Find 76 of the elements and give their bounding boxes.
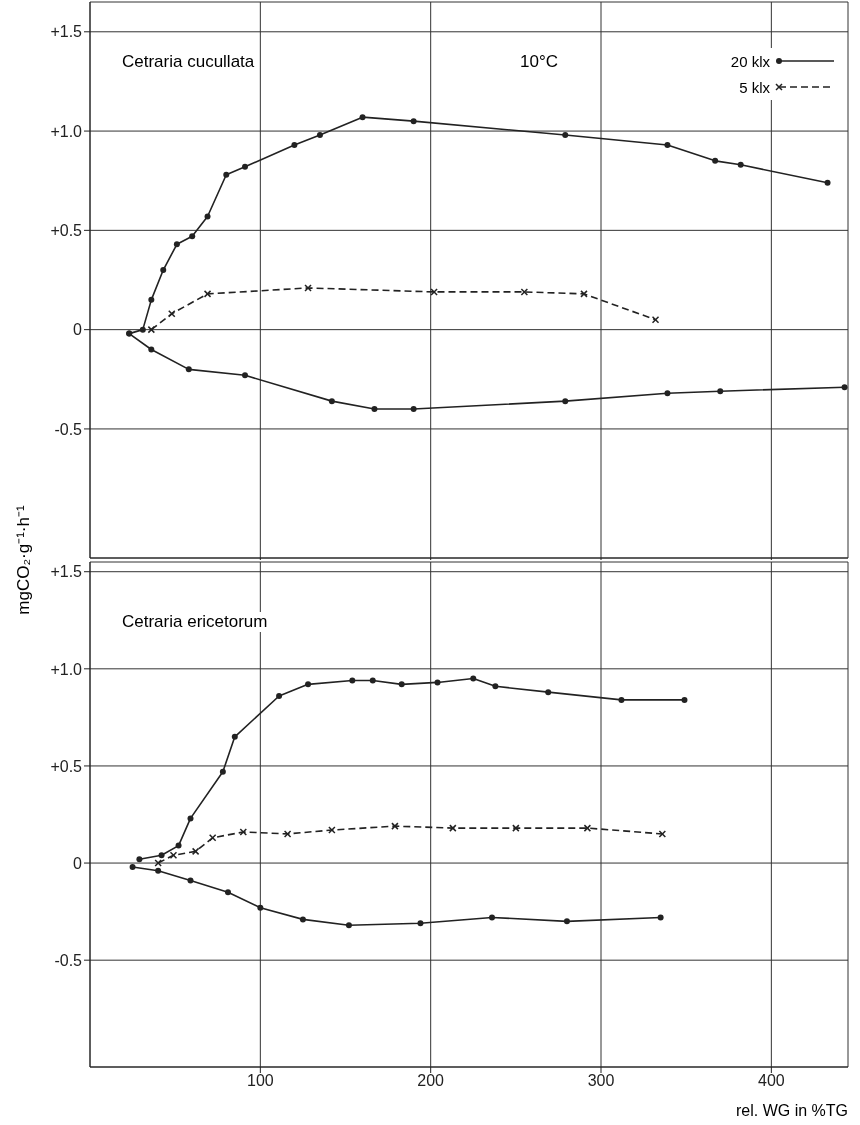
point (175, 842, 182, 849)
point (136, 856, 143, 863)
point (155, 867, 162, 874)
point (223, 171, 230, 178)
point (242, 163, 249, 170)
point (410, 118, 417, 125)
point (231, 733, 238, 740)
point (824, 179, 831, 186)
point (204, 213, 211, 220)
point (664, 390, 671, 397)
x-axis-title: rel. WG in %TG (735, 1102, 848, 1120)
text: Cetraria cucullata (120, 52, 257, 72)
y-axis-title: mgCO₂·g⁻¹·h⁻¹ (12, 505, 34, 615)
point (316, 132, 323, 139)
x-tick-label: 300 (587, 1072, 615, 1090)
point (187, 877, 194, 884)
y-tick-label: 0 (73, 854, 83, 872)
point (299, 916, 306, 923)
point (562, 132, 569, 139)
point (371, 406, 378, 413)
y-tick-label: +0.5 (50, 757, 83, 775)
x-tick-label: 400 (758, 1072, 785, 1090)
point (717, 388, 724, 395)
point (349, 677, 356, 684)
point (369, 677, 376, 684)
point (664, 141, 671, 148)
y-tick-label: +1.5 (50, 563, 83, 581)
point (173, 241, 180, 248)
point (737, 161, 744, 168)
point (657, 914, 664, 921)
y-tick-label: +1.0 (50, 660, 83, 678)
point (562, 398, 569, 405)
point (417, 920, 424, 927)
point (224, 889, 231, 896)
point (219, 768, 226, 775)
y-tick-label: 0 (73, 321, 83, 339)
point (492, 683, 499, 690)
point (148, 346, 155, 353)
point (359, 114, 366, 121)
point (189, 233, 196, 240)
point (681, 696, 688, 703)
text: Cetraria ericetorum (120, 612, 270, 632)
point (276, 693, 283, 700)
point (160, 267, 167, 274)
point (139, 326, 146, 333)
point (434, 679, 441, 686)
y-tick-label: -0.5 (54, 420, 83, 438)
point (257, 904, 264, 911)
point (345, 922, 352, 929)
point (328, 398, 335, 405)
point (242, 372, 249, 379)
point (618, 696, 625, 703)
y-tick-label: -0.5 (54, 951, 83, 969)
point (291, 141, 298, 148)
y-tick-label: +1.5 (50, 23, 83, 41)
point (129, 863, 136, 870)
x-tick-label: 100 (246, 1072, 274, 1090)
point (470, 675, 477, 682)
y-tick-label: +1.0 (50, 122, 83, 140)
point (187, 815, 194, 822)
point (148, 296, 155, 303)
y-tick-label: +0.5 (50, 222, 83, 240)
point (398, 681, 405, 688)
x-tick-label: 200 (417, 1072, 445, 1090)
legend-label: 20 klx (729, 52, 771, 70)
point (841, 384, 848, 391)
legend-label: 5 klx (738, 78, 771, 96)
point (410, 406, 417, 413)
point (305, 681, 312, 688)
point (158, 852, 165, 859)
point (185, 366, 192, 373)
annotation: 10°C (520, 52, 558, 72)
point (563, 918, 570, 925)
point (712, 157, 719, 164)
point (489, 914, 495, 921)
point (545, 689, 552, 696)
